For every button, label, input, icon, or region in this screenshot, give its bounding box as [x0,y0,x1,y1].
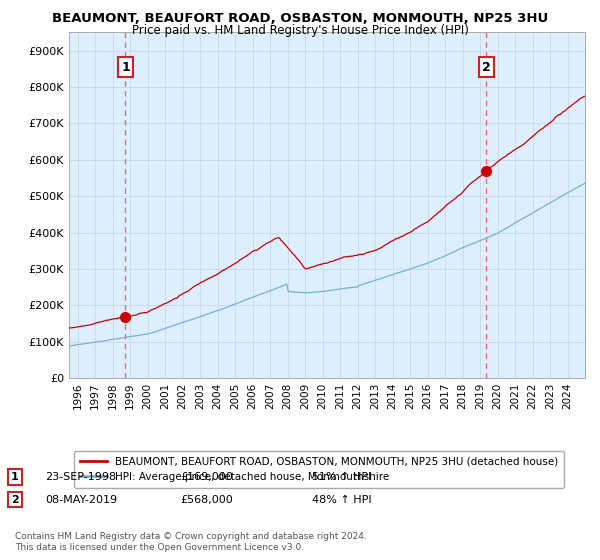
Text: Contains HM Land Registry data © Crown copyright and database right 2024.
This d: Contains HM Land Registry data © Crown c… [15,532,367,552]
Text: 08-MAY-2019: 08-MAY-2019 [45,494,117,505]
Text: 2: 2 [11,494,19,505]
Text: £568,000: £568,000 [180,494,233,505]
Text: 2: 2 [482,60,491,73]
Text: 48% ↑ HPI: 48% ↑ HPI [312,494,371,505]
Text: 23-SEP-1998: 23-SEP-1998 [45,472,116,482]
Text: Price paid vs. HM Land Registry's House Price Index (HPI): Price paid vs. HM Land Registry's House … [131,24,469,37]
Text: 51% ↑ HPI: 51% ↑ HPI [312,472,371,482]
Text: 1: 1 [11,472,19,482]
Text: £169,000: £169,000 [180,472,233,482]
Text: BEAUMONT, BEAUFORT ROAD, OSBASTON, MONMOUTH, NP25 3HU: BEAUMONT, BEAUFORT ROAD, OSBASTON, MONMO… [52,12,548,25]
Text: 1: 1 [121,60,130,73]
Legend: BEAUMONT, BEAUFORT ROAD, OSBASTON, MONMOUTH, NP25 3HU (detached house), HPI: Ave: BEAUMONT, BEAUFORT ROAD, OSBASTON, MONMO… [74,451,565,488]
